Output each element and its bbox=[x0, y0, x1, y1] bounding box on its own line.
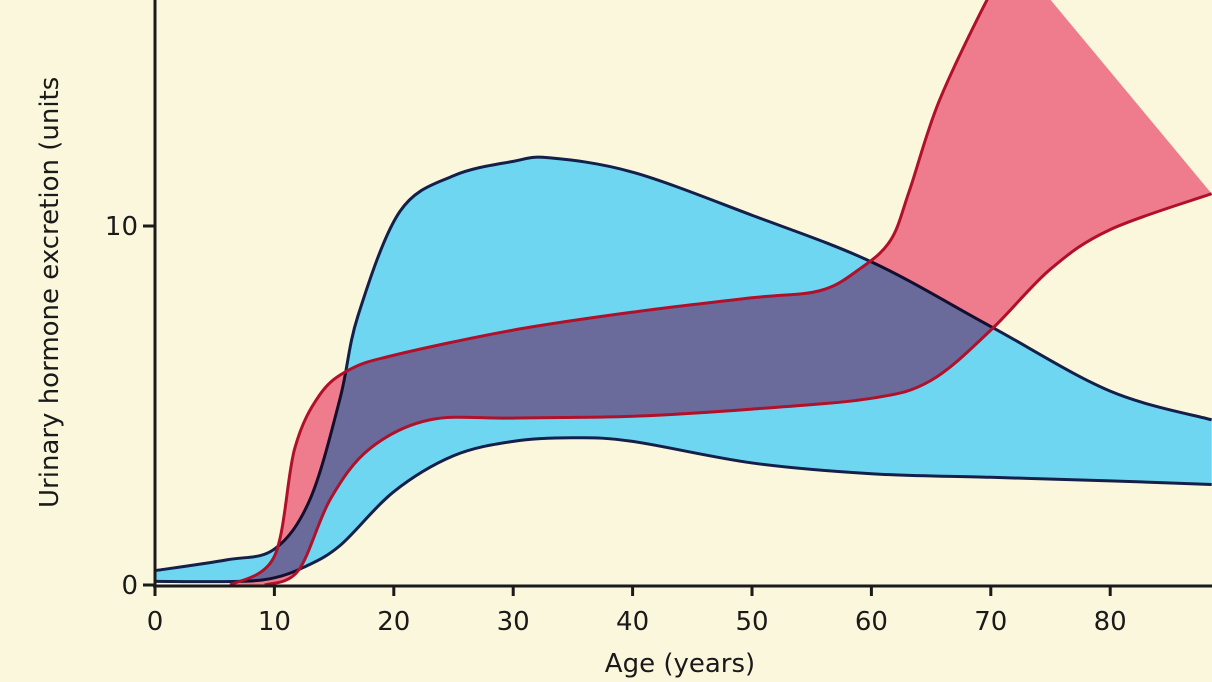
x-axis-title: Age (years) bbox=[605, 649, 755, 679]
x-tick-label: 50 bbox=[735, 607, 768, 637]
band-1-lower-line bbox=[264, 192, 1212, 587]
x-tick-label: 30 bbox=[497, 607, 530, 637]
y-tick-label: 0 bbox=[121, 571, 138, 601]
x-ticks: 0 10 20 30 40 50 60 70 80 bbox=[147, 586, 1127, 637]
band-1-upper-line bbox=[229, 0, 989, 587]
bands bbox=[154, 0, 1212, 587]
x-tick-label: 60 bbox=[855, 607, 888, 637]
x-tick-label: 80 bbox=[1094, 607, 1127, 637]
y-ticks: 0 10 bbox=[105, 212, 155, 601]
x-tick-label: 70 bbox=[974, 607, 1007, 637]
y-tick-label: 10 bbox=[105, 212, 138, 242]
band-1-fill bbox=[230, 0, 1212, 585]
x-tick-label: 40 bbox=[616, 607, 649, 637]
x-tick-label: 0 bbox=[147, 607, 164, 637]
x-tick-label: 20 bbox=[377, 607, 410, 637]
y-axis-title: Urinary hormone excretion (units bbox=[35, 77, 65, 508]
x-tick-label: 10 bbox=[258, 607, 291, 637]
